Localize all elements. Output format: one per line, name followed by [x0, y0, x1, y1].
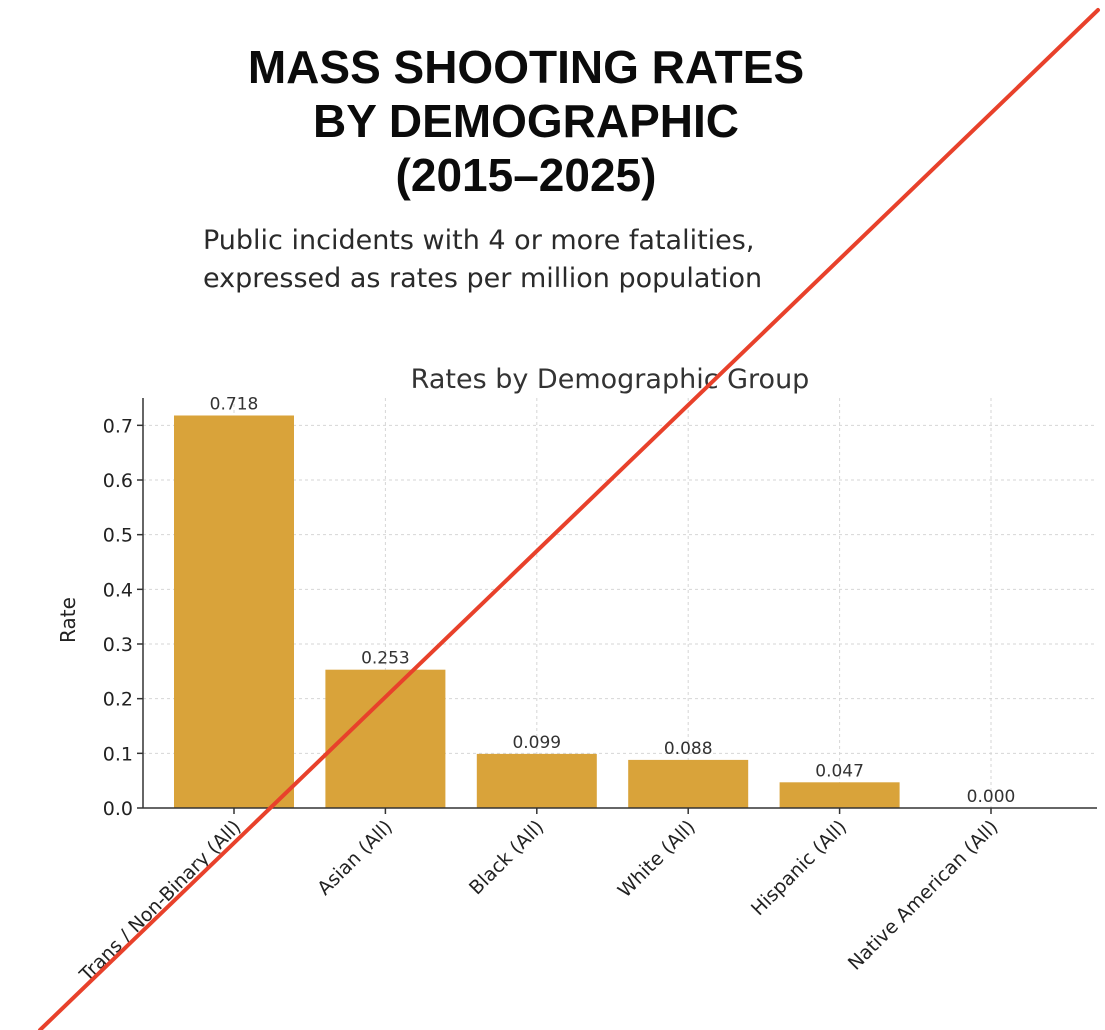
- bar-value-label: 0.718: [210, 394, 259, 414]
- grid: [143, 398, 1097, 809]
- y-tick-label: 0.0: [103, 798, 133, 820]
- headline-line-3: (2015–2025): [395, 149, 657, 201]
- axes: [137, 398, 1097, 814]
- subheadline-line-1: Public incidents with 4 or more fataliti…: [203, 225, 755, 256]
- bar: [779, 782, 900, 808]
- headline-line-2: BY DEMOGRAPHIC: [313, 95, 739, 147]
- y-tick-label: 0.3: [103, 634, 133, 656]
- y-tick-label: 0.2: [103, 689, 133, 711]
- headline-line-1: MASS SHOOTING RATES: [247, 41, 805, 93]
- y-tick-label: 0.6: [103, 470, 133, 492]
- x-tick-label: Trans / Non-Binary (All): [75, 816, 246, 987]
- bar-value-label: 0.000: [967, 787, 1016, 807]
- bar-value-label: 0.088: [664, 739, 713, 759]
- x-tick-label: White (All): [614, 816, 700, 902]
- y-tick-label: 0.4: [103, 579, 133, 601]
- x-tick-label: Black (All): [465, 816, 548, 899]
- x-tick-label: Native American (All): [844, 816, 1003, 975]
- subheadline: Public incidents with 4 or more fataliti…: [203, 222, 903, 298]
- bar: [476, 753, 597, 808]
- bar: [628, 759, 749, 808]
- bar-value-label: 0.099: [512, 733, 561, 753]
- chart-title: Rates by Demographic Group: [411, 364, 810, 395]
- headline: MASS SHOOTING RATES BY DEMOGRAPHIC (2015…: [0, 40, 1052, 202]
- bar-value-label: 0.253: [361, 649, 410, 669]
- y-tick-label: 0.7: [103, 415, 133, 437]
- bar-value-label: 0.047: [815, 761, 864, 781]
- subheadline-line-2: expressed as rates per million populatio…: [203, 263, 763, 294]
- bar: [174, 415, 294, 808]
- strike-through-line: [38, 8, 1100, 1030]
- y-tick-label: 0.1: [103, 743, 133, 765]
- bars: [174, 415, 900, 808]
- bar: [325, 669, 446, 808]
- x-tick-label: Asian (All): [313, 816, 397, 900]
- y-axis-label: Rate: [56, 597, 80, 643]
- y-tick-label: 0.5: [103, 525, 133, 547]
- x-tick-label: Hispanic (All): [747, 816, 851, 920]
